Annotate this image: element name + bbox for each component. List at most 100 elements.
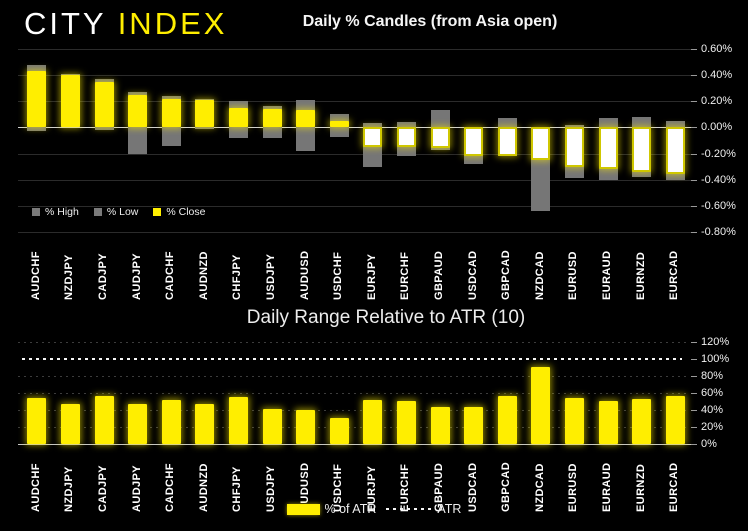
x-axis-label: EURNZD xyxy=(634,251,647,300)
logo-index-text: INDEX xyxy=(117,6,228,41)
gridline xyxy=(18,48,694,50)
close-bar xyxy=(195,99,215,128)
y-axis-tick xyxy=(691,75,697,77)
x-axis-label: EURUSD xyxy=(567,251,580,300)
atr-bar xyxy=(464,407,484,444)
x-axis-label: GBPAUD xyxy=(433,250,445,300)
atr-bar xyxy=(262,409,282,444)
close-bar xyxy=(94,81,114,128)
x-axis-label: CHFJPY xyxy=(231,254,244,300)
y-axis-tick xyxy=(691,342,697,343)
y-axis-label: -0.60% xyxy=(701,199,736,212)
gridline xyxy=(18,179,694,181)
legend-item-pct-of-atr: % of ATR xyxy=(286,502,377,516)
atr-bar xyxy=(531,366,551,444)
y-axis-label: 40% xyxy=(701,404,724,416)
legend-label-pct-of-atr: % of ATR xyxy=(324,502,377,516)
gridline xyxy=(18,153,694,155)
atr-dotted-swatch-icon xyxy=(386,508,433,510)
atr-bar xyxy=(27,398,47,444)
candles-chart-title: Daily % Candles (from Asia open) xyxy=(302,13,558,30)
atr-bar xyxy=(60,404,80,444)
close-bar xyxy=(262,109,282,128)
legend-label-high: % High xyxy=(45,206,79,218)
close-bar xyxy=(531,127,551,161)
close-bar xyxy=(228,107,248,128)
atr-chart-title: Daily Range Relative to ATR (10) xyxy=(246,307,526,328)
y-axis-tick xyxy=(691,410,697,411)
gridline xyxy=(18,101,694,103)
x-axis-baseline xyxy=(18,444,694,445)
y-axis-tick xyxy=(691,153,697,155)
close-bar xyxy=(27,71,47,128)
y-axis-tick xyxy=(691,393,697,394)
y-axis-label: 0% xyxy=(701,438,717,450)
legend-item-high: % High xyxy=(32,206,79,218)
y-axis-label: -0.40% xyxy=(701,173,736,186)
x-axis-label: AUDNZD xyxy=(197,251,210,300)
atr-bar xyxy=(195,404,215,444)
x-axis-label: NZDCAD xyxy=(533,251,546,300)
atr-bar xyxy=(296,410,316,444)
close-bar xyxy=(161,98,181,128)
atr-bar xyxy=(598,400,618,444)
atr-bar xyxy=(329,417,349,444)
y-axis-tick xyxy=(691,427,697,428)
city-index-logo: CITY INDEX xyxy=(24,6,227,42)
y-axis-label: -0.20% xyxy=(701,147,736,160)
close-bar xyxy=(60,75,80,128)
x-axis-label: AUDUSD xyxy=(298,250,311,300)
x-axis-label: USDJPY xyxy=(265,253,277,300)
x-axis-label: AUDJPY xyxy=(130,252,143,300)
atr-bar xyxy=(430,406,450,444)
legend-label-low: % Low xyxy=(106,206,139,218)
atr-reference-line xyxy=(22,358,682,360)
legend-label-close: % Close xyxy=(166,206,206,218)
y-axis-tick xyxy=(691,376,697,377)
atr-bar xyxy=(161,399,181,444)
close-bar xyxy=(396,127,416,147)
dotted-gridline xyxy=(18,393,690,394)
y-axis-tick xyxy=(691,48,697,50)
y-axis-label: 60% xyxy=(701,387,724,399)
gridline xyxy=(18,75,694,77)
close-bar xyxy=(598,127,618,170)
close-bar xyxy=(296,110,316,128)
x-axis-label: CADJPY xyxy=(97,252,109,300)
gridline xyxy=(18,231,694,233)
x-axis-label: EURJPY xyxy=(365,253,378,300)
y-axis-label: 100% xyxy=(701,353,730,365)
atr-bar xyxy=(564,398,584,444)
dotted-gridline xyxy=(18,342,690,343)
y-axis-label: 0.00% xyxy=(701,121,733,134)
close-bar xyxy=(329,120,349,128)
dotted-gridline xyxy=(18,410,690,411)
y-axis-label: 0.60% xyxy=(701,42,733,55)
x-axis-label: USDCHF xyxy=(332,251,345,300)
y-axis-tick xyxy=(691,231,697,233)
close-bar xyxy=(632,127,652,172)
x-axis-label: GBPCAD xyxy=(500,249,513,300)
dotted-gridline xyxy=(18,427,690,428)
high-swatch-icon xyxy=(32,208,40,216)
atr-bar xyxy=(128,404,148,444)
y-axis-label: 80% xyxy=(701,370,724,382)
y-axis-label: 0.40% xyxy=(701,69,733,82)
y-axis-tick xyxy=(691,444,697,445)
y-axis-label: -0.80% xyxy=(701,225,736,238)
close-bar xyxy=(464,127,484,157)
atr-bar xyxy=(632,398,652,444)
gridline xyxy=(18,205,694,207)
atr-bar xyxy=(363,399,383,444)
pct-of-atr-swatch-icon xyxy=(286,503,320,515)
atr-bar xyxy=(94,396,114,444)
atr-legend: % of ATR ATR xyxy=(0,502,748,516)
close-bar xyxy=(363,127,383,147)
x-axis-label: AUDCHF xyxy=(29,251,42,300)
close-bar xyxy=(564,127,584,167)
close-bar xyxy=(497,127,517,157)
legend-item-low: % Low xyxy=(93,206,139,218)
atr-bar xyxy=(665,395,685,444)
candles-legend: % High % Low % Close xyxy=(32,206,205,218)
